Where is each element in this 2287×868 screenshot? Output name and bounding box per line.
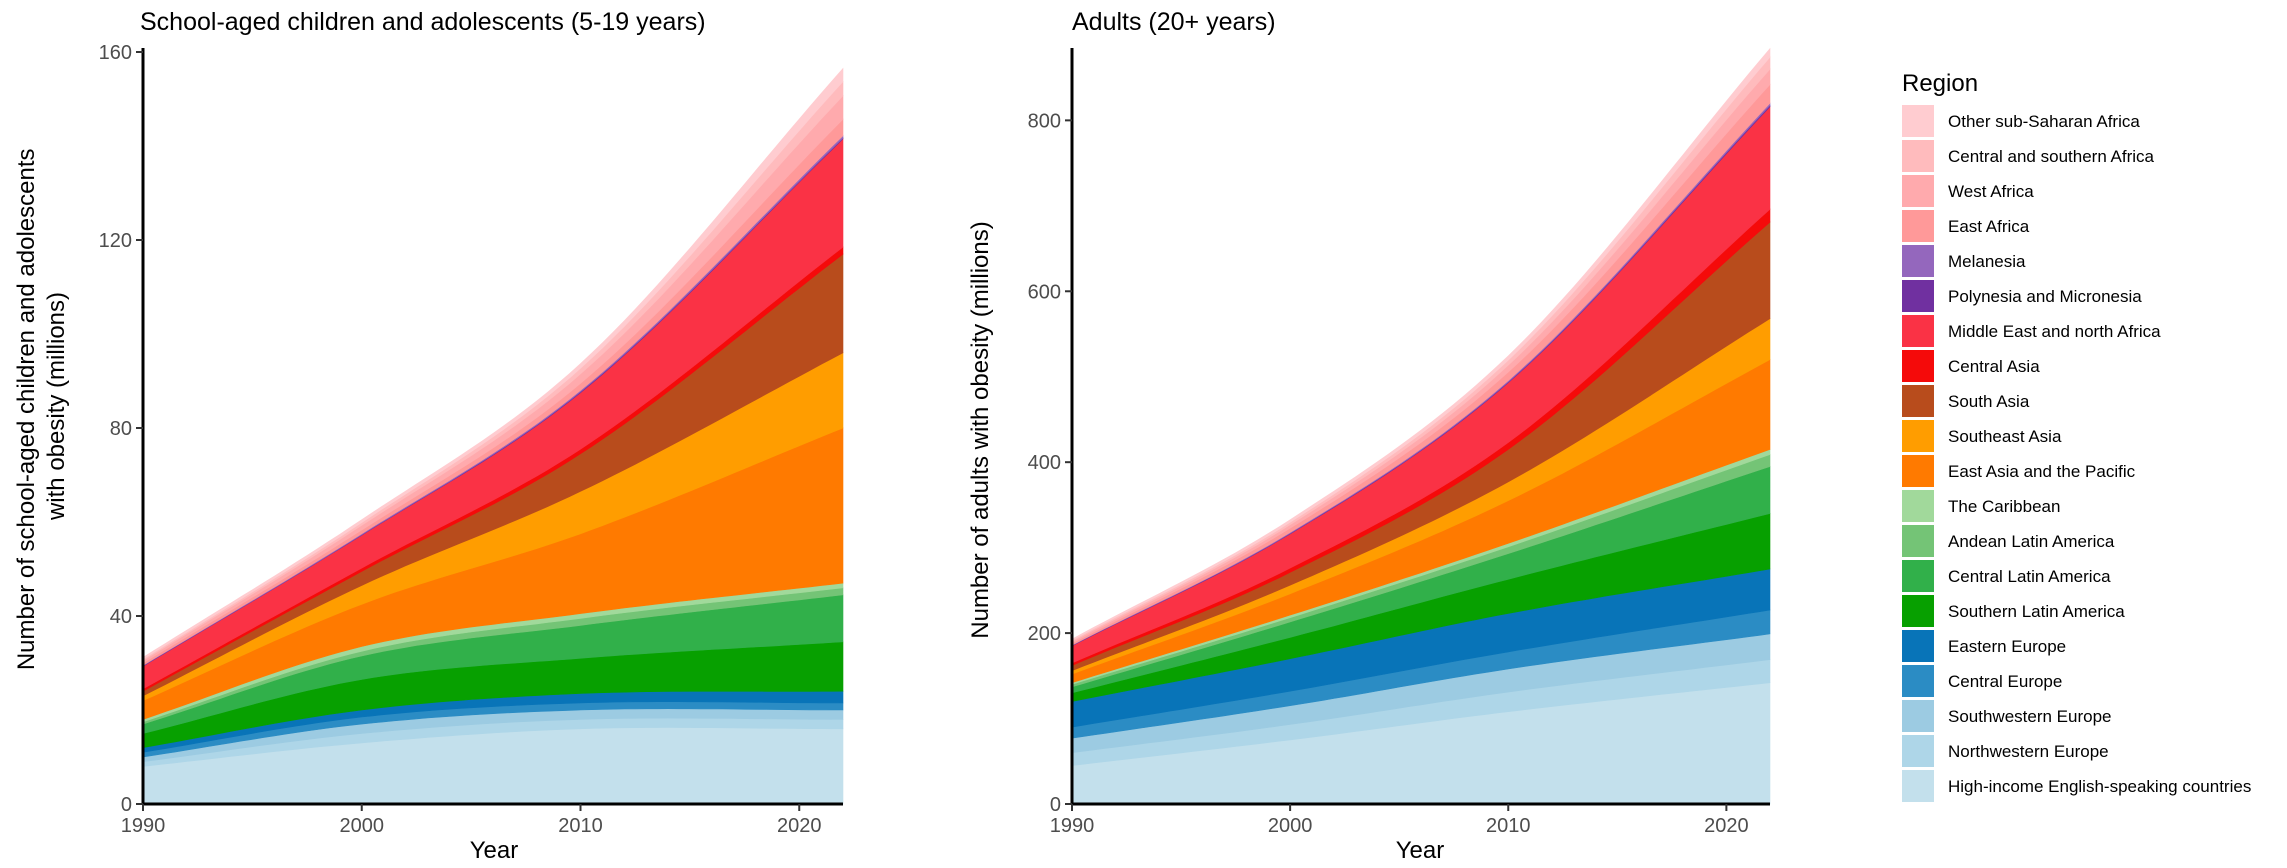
x-tick-label: 2010 — [558, 815, 603, 837]
legend-label: Melanesia — [1948, 252, 2026, 271]
legend-item-middle-east-and-north-africa: Middle East and north Africa — [1902, 315, 2161, 347]
legend-swatch — [1902, 630, 1934, 662]
legend-label: Eastern Europe — [1948, 637, 2066, 656]
legend-swatch — [1902, 525, 1934, 557]
legend-item-melanesia: Melanesia — [1902, 245, 2026, 277]
legend-swatch — [1902, 455, 1934, 487]
legend-swatch — [1902, 770, 1934, 802]
panel-children: School-aged children and adolescents (5-… — [13, 8, 844, 864]
legend-label: West Africa — [1948, 182, 2034, 201]
legend-label: Northwestern Europe — [1948, 742, 2109, 761]
legend-item-east-africa: East Africa — [1902, 210, 2030, 242]
legend-item-southeast-asia: Southeast Asia — [1902, 420, 2062, 452]
legend-item-the-caribbean: The Caribbean — [1902, 490, 2060, 522]
legend-label: Southern Latin America — [1948, 602, 2125, 621]
legend-swatch — [1902, 665, 1934, 697]
legend-item-polynesia-and-micronesia: Polynesia and Micronesia — [1902, 280, 2142, 312]
legend-label: The Caribbean — [1948, 497, 2060, 516]
legend-label: Other sub-Saharan Africa — [1948, 112, 2140, 131]
x-tick-label: 2000 — [1268, 815, 1313, 837]
panel-title-adults: Adults (20+ years) — [1072, 8, 1276, 36]
legend-label: South Asia — [1948, 392, 2030, 411]
y-tick-label: 0 — [1050, 794, 1061, 816]
legend-label: Central and southern Africa — [1948, 147, 2155, 166]
legend-item-central-europe: Central Europe — [1902, 665, 2062, 697]
legend-item-west-africa: West Africa — [1902, 175, 2034, 207]
legend-item-southwestern-europe: Southwestern Europe — [1902, 700, 2112, 732]
legend-label: Polynesia and Micronesia — [1948, 287, 2142, 306]
x-axis-title-adults: Year — [1396, 837, 1445, 863]
legend-swatch — [1902, 420, 1934, 452]
y-tick-label: 40 — [110, 606, 132, 628]
x-tick-label: 2020 — [777, 815, 822, 837]
y-axis-title-children-line-2: with obesity (millions) — [43, 292, 70, 521]
y-tick-label: 0 — [121, 794, 132, 816]
y-tick-label: 400 — [1028, 452, 1061, 474]
legend-item-andean-latin-america: Andean Latin America — [1902, 525, 2115, 557]
legend-label: Southeast Asia — [1948, 427, 2062, 446]
y-axis-title-adults: Number of adults with obesity (millions) — [967, 221, 994, 638]
plot-area-children: 0 40 80 120 160 1990 2000 2010 2020 — [99, 42, 844, 837]
legend-item-other-sub-saharan-africa: Other sub-Saharan Africa — [1902, 105, 2140, 137]
y-tick-label: 600 — [1028, 281, 1061, 303]
legend-label: High-income English-speaking countries — [1948, 777, 2251, 796]
legend-swatch — [1902, 595, 1934, 627]
x-tick-label: 1990 — [121, 815, 166, 837]
legend-item-northwestern-europe: Northwestern Europe — [1902, 735, 2109, 767]
y-tick-label: 200 — [1028, 623, 1061, 645]
x-tick-label: 2010 — [1486, 815, 1531, 837]
legend: Region Other sub-Saharan Africa Central a… — [1902, 70, 2251, 802]
legend-swatch — [1902, 560, 1934, 592]
panel-title-children: School-aged children and adolescents (5-… — [140, 8, 706, 36]
legend-label: Andean Latin America — [1948, 532, 2115, 551]
legend-swatch — [1902, 175, 1934, 207]
legend-swatch — [1902, 350, 1934, 382]
legend-swatch — [1902, 315, 1934, 347]
y-axis-title-children-line-1: Number of school-aged children and adole… — [13, 149, 40, 671]
legend-swatch — [1902, 140, 1934, 172]
legend-label: Central Latin America — [1948, 567, 2111, 586]
x-tick-label: 2020 — [1704, 815, 1749, 837]
y-axis-title-children: Number of school-aged children and adole… — [13, 142, 70, 670]
y-tick-label: 160 — [99, 42, 132, 64]
legend-item-east-asia-and-the-pacific: East Asia and the Pacific — [1902, 455, 2136, 487]
legend-items: Other sub-Saharan Africa Central and sout… — [1902, 105, 2251, 802]
legend-item-southern-latin-america: Southern Latin America — [1902, 595, 2125, 627]
plot-area-adults: 0 200 400 600 800 1990 2000 2010 2020 — [1028, 47, 1771, 837]
legend-swatch — [1902, 490, 1934, 522]
legend-item-south-asia: South Asia — [1902, 385, 2030, 417]
area-other-sub-saharan-africa — [1071, 47, 1771, 641]
legend-label: Southwestern Europe — [1948, 707, 2112, 726]
legend-label: East Africa — [1948, 217, 2030, 236]
legend-swatch — [1902, 210, 1934, 242]
legend-swatch — [1902, 280, 1934, 312]
legend-title: Region — [1902, 70, 1978, 97]
y-tick-label: 120 — [99, 230, 132, 252]
legend-label: Central Europe — [1948, 672, 2062, 691]
legend-item-eastern-europe: Eastern Europe — [1902, 630, 2066, 662]
legend-swatch — [1902, 700, 1934, 732]
legend-swatch — [1902, 735, 1934, 767]
legend-label: East Asia and the Pacific — [1948, 462, 2136, 481]
legend-item-central-latin-america: Central Latin America — [1902, 560, 2111, 592]
x-tick-label: 1990 — [1050, 815, 1095, 837]
x-tick-label: 2000 — [340, 815, 385, 837]
area-other-sub-saharan-africa — [142, 67, 844, 660]
y-tick-label: 800 — [1028, 110, 1061, 132]
legend-label: Central Asia — [1948, 357, 2040, 376]
legend-item-central-and-southern-africa: Central and southern Africa — [1902, 140, 2155, 172]
x-axis-title-children: Year — [470, 837, 519, 863]
legend-item-central-asia: Central Asia — [1902, 350, 2040, 382]
legend-item-high-income-english-speaking-countries: High-income English-speaking countries — [1902, 770, 2251, 802]
legend-swatch — [1902, 245, 1934, 277]
legend-swatch — [1902, 385, 1934, 417]
legend-label: Middle East and north Africa — [1948, 322, 2161, 341]
panel-adults: Adults (20+ years) 0 200 400 600 800 1990 2000… — [967, 8, 1771, 864]
legend-swatch — [1902, 105, 1934, 137]
y-tick-label: 80 — [110, 418, 132, 440]
